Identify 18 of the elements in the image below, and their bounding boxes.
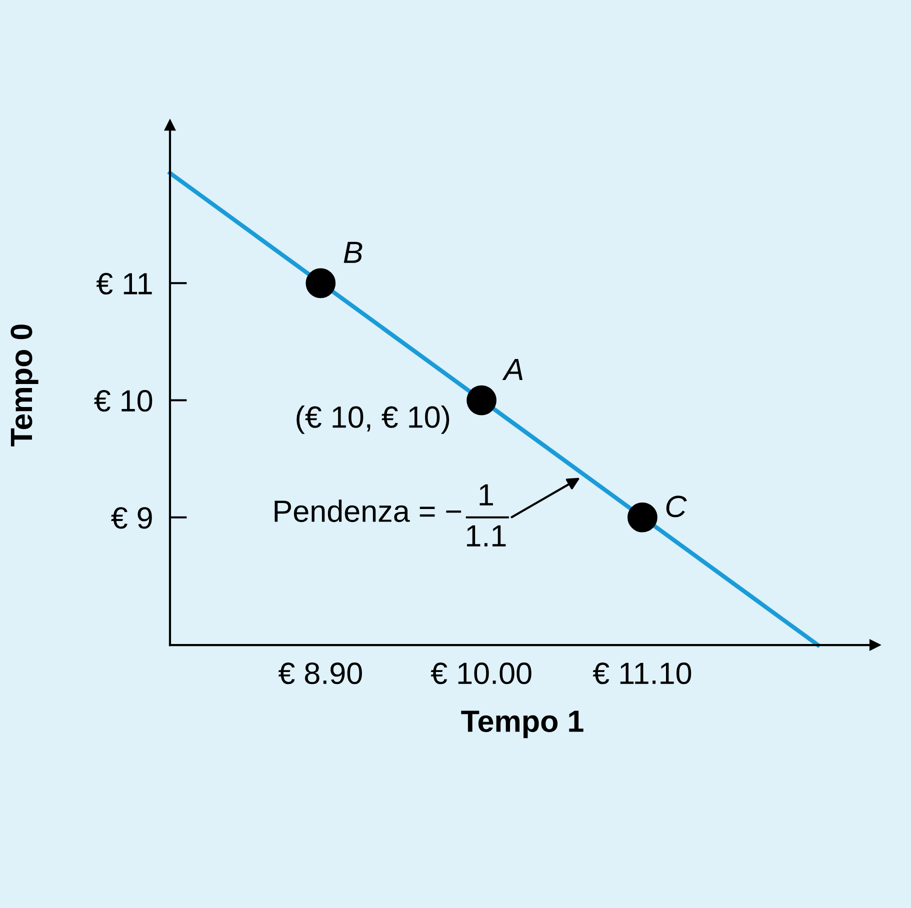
annotation: C xyxy=(666,496,687,518)
y-tick-label: € 9 xyxy=(111,507,152,529)
x-axis-title: Tempo 1 xyxy=(461,710,584,738)
annotation: Pendenza = − xyxy=(274,500,462,522)
annotation: (€ 10, € 10) xyxy=(296,405,450,434)
y-tick-label: € 10 xyxy=(94,390,152,412)
x-tick-label: € 8.90 xyxy=(278,662,362,684)
annotation: 1 xyxy=(480,484,493,506)
y-axis-title: Tempo 0 xyxy=(10,324,38,446)
y-tick-label: € 11 xyxy=(96,272,152,295)
point xyxy=(306,268,336,298)
x-tick-label: € 11.10 xyxy=(592,662,692,684)
point xyxy=(628,502,658,532)
annotation: 1.1 xyxy=(467,525,506,546)
annotation: A xyxy=(502,359,523,380)
annotation: B xyxy=(344,242,362,263)
point xyxy=(466,385,496,416)
x-tick-label: € 10.00 xyxy=(430,662,532,684)
